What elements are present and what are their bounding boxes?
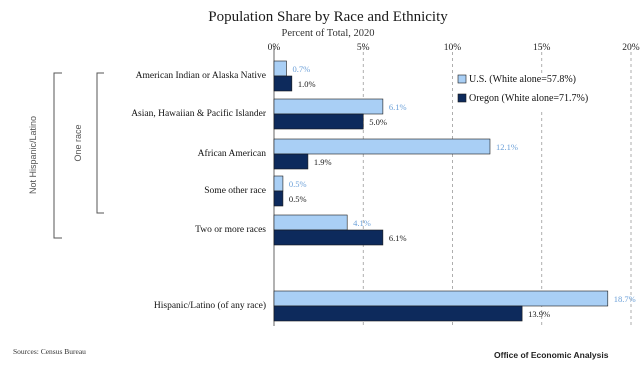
x-tick-label: 20% [622,43,640,53]
legend-label-oregon: Oregon (White alone=71.7%) [469,93,588,104]
bar-us [273,138,491,155]
inner-group-bracket [96,72,104,214]
inner-group-label: One race [73,124,83,161]
category-label: American Indian or Alaska Native [136,71,266,81]
category-label: Hispanic/Latino (of any race) [154,300,266,311]
data-label-us: 0.5% [289,179,307,189]
category-labels: American Indian or Alaska Native Asian, H… [131,71,267,311]
data-label-us: 4.1% [353,218,371,228]
x-axis-ticks: 0% 5% 10% 15% 20% [268,43,640,53]
category-label: Some other race [204,186,266,196]
category-label: Asian, Hawaiian & Pacific Islander [131,108,267,119]
bar-us [273,98,384,115]
bar-us [273,290,609,307]
outer-group-bracket [53,72,62,239]
data-label-oregon: 5.0% [369,117,387,127]
bar-oregon [273,75,293,92]
data-label-oregon: 1.0% [298,79,316,89]
data-label-oregon: 13.9% [528,309,550,319]
data-label-us: 12.1% [496,142,518,152]
data-label-us: 6.1% [389,102,407,112]
source-note: Sources: Census Bureau [13,347,86,356]
outer-group-label: Not Hispanic/Latino [28,116,38,194]
data-labels: 0.7%1.0%6.1%5.0%12.1%1.9%0.5%0.5%4.1%6.1… [289,64,636,319]
chart-subtitle: Percent of Total, 2020 [282,28,375,39]
x-tick-label: 0% [268,43,281,53]
legend-box [454,74,625,110]
data-label-oregon: 1.9% [314,157,332,167]
legend: U.S. (White alone=57.8%) Oregon (White a… [454,74,625,110]
legend-swatch-oregon [457,93,467,103]
chart-title: Population Share by Race and Ethnicity [208,9,448,25]
bar-us [273,214,348,231]
category-label: Two or more races [195,225,266,235]
data-label-oregon: 6.1% [389,233,407,243]
data-label-us: 0.7% [292,64,310,74]
x-tick-label: 15% [533,43,551,53]
data-label-us: 18.7% [614,294,636,304]
bar-oregon [273,113,364,130]
legend-swatch-us [457,74,467,84]
credit-note: Office of Economic Analysis [494,350,609,360]
x-tick-label: 10% [444,43,462,53]
bar-us [273,175,284,192]
bar-oregon [273,305,523,322]
data-label-oregon: 0.5% [289,194,307,204]
bar-oregon [273,190,284,207]
bar-oregon [273,229,384,246]
legend-label-us: U.S. (White alone=57.8%) [469,74,576,85]
bar-us [273,60,287,77]
bars [273,60,609,322]
bar-oregon [273,153,309,170]
x-tick-label: 5% [357,43,370,53]
category-label: African American [198,148,267,159]
